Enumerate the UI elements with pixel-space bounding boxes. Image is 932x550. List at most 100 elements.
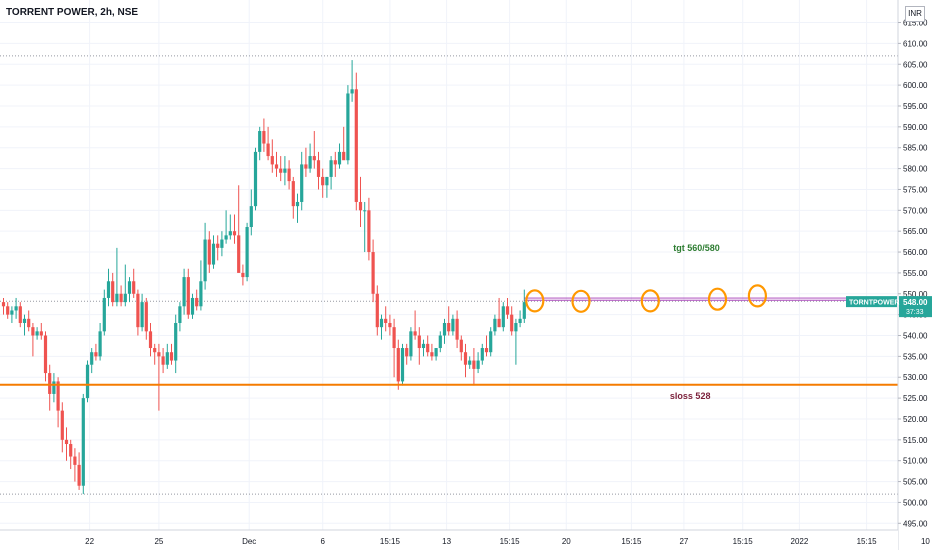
candle-body-down	[270, 156, 274, 165]
candle-body-down	[237, 235, 241, 273]
candle-body-up	[253, 151, 258, 207]
candle	[123, 264, 127, 307]
candle	[85, 360, 90, 403]
highlight-circles[interactable]	[525, 284, 768, 313]
candle-body-down	[392, 327, 396, 349]
candle-body-up	[518, 318, 522, 323]
candle	[237, 185, 241, 273]
candle	[480, 343, 484, 365]
candle	[379, 314, 384, 340]
price-tick-label: 505.00	[903, 478, 928, 487]
candle	[514, 318, 518, 365]
price-axis-bg	[898, 0, 932, 550]
candle-body-down	[31, 327, 35, 336]
stop-loss-label[interactable]: sloss 528	[670, 391, 711, 401]
price-levels[interactable]	[0, 297, 898, 386]
candle	[94, 343, 98, 361]
time-tick-label: 2022	[791, 537, 809, 546]
candle-body-down	[384, 318, 388, 323]
candle-body-down	[291, 181, 295, 207]
time-tick-label: 15:15	[733, 537, 754, 546]
target-label[interactable]: tgt 560/580	[673, 243, 720, 253]
candle-body-up	[337, 151, 342, 165]
candle-body-up	[211, 243, 216, 265]
currency-badge[interactable]: INR	[905, 6, 925, 22]
highlight-circle[interactable]	[571, 289, 591, 313]
time-tick-label: 10	[921, 537, 930, 546]
time-axis-bg	[0, 530, 898, 550]
candle-body-down	[94, 352, 98, 357]
candle	[203, 222, 207, 290]
candle	[6, 302, 10, 319]
candle	[241, 264, 245, 286]
candle	[119, 285, 123, 307]
candle-body-up	[300, 164, 304, 202]
candle-body-up	[90, 352, 94, 365]
candle-body-up	[283, 168, 287, 173]
candle-body-down	[497, 318, 501, 328]
candle-body-up	[115, 293, 119, 303]
candle-body-down	[388, 322, 392, 328]
candle	[459, 335, 463, 361]
price-tick-label: 530.00	[903, 373, 928, 382]
time-tick-label: 27	[679, 537, 688, 546]
candle-body-down	[405, 348, 409, 357]
resistance-band-fill[interactable]	[524, 298, 846, 301]
candle-body-up	[10, 310, 14, 315]
last-price-box[interactable]	[899, 296, 932, 318]
time-tick-label: 22	[85, 537, 94, 546]
candle	[258, 126, 262, 161]
candle-body-down	[262, 131, 266, 144]
candle-body-down	[64, 439, 69, 445]
price-tick-label: 580.00	[903, 165, 928, 174]
candle-body-up	[203, 239, 207, 282]
candle	[22, 314, 27, 336]
candle-body-down	[354, 89, 358, 202]
candle	[232, 214, 237, 244]
candle	[438, 331, 442, 353]
candle-body-down	[1, 302, 6, 307]
candle	[98, 322, 102, 361]
candle	[455, 310, 459, 349]
candle	[73, 448, 77, 482]
candle	[90, 348, 94, 374]
candle-body-down	[447, 322, 451, 332]
candles	[1, 60, 526, 495]
candle-body-down	[60, 410, 64, 440]
highlight-circle[interactable]	[747, 284, 768, 308]
price-tick-label: 615.00	[903, 19, 928, 28]
candle-body-up	[127, 281, 132, 294]
candle	[174, 314, 178, 374]
highlight-circle[interactable]	[707, 287, 728, 311]
candle	[39, 322, 43, 340]
candle-body-down	[333, 160, 337, 165]
candle-body-up	[228, 231, 232, 236]
candle	[291, 176, 295, 219]
candle-body-up	[102, 297, 106, 332]
candle-body-up	[22, 318, 27, 323]
candle-body-up	[489, 331, 493, 353]
candle	[178, 302, 182, 332]
annotations[interactable]: tgt 560/580 sloss 528	[670, 243, 720, 401]
highlight-circle[interactable]	[525, 289, 545, 313]
candle	[472, 348, 476, 386]
highlight-circle[interactable]	[640, 289, 660, 313]
price-tick-label: 555.00	[903, 269, 928, 278]
candle-body-down	[342, 151, 346, 161]
reference-lines	[0, 55, 898, 495]
candle	[405, 343, 409, 365]
candle-body-down	[69, 444, 73, 457]
symbol-tag[interactable]	[846, 296, 897, 308]
candle-body-up	[480, 348, 484, 361]
candle	[489, 327, 493, 357]
candle-body-down	[119, 293, 123, 303]
candle-body-down	[136, 293, 140, 328]
candle	[69, 439, 73, 470]
candle-body-down	[27, 318, 31, 328]
candle-body-up	[106, 281, 111, 298]
last-price-value: 548.00	[903, 298, 928, 307]
candle-body-up	[476, 360, 480, 369]
candle	[308, 143, 312, 173]
